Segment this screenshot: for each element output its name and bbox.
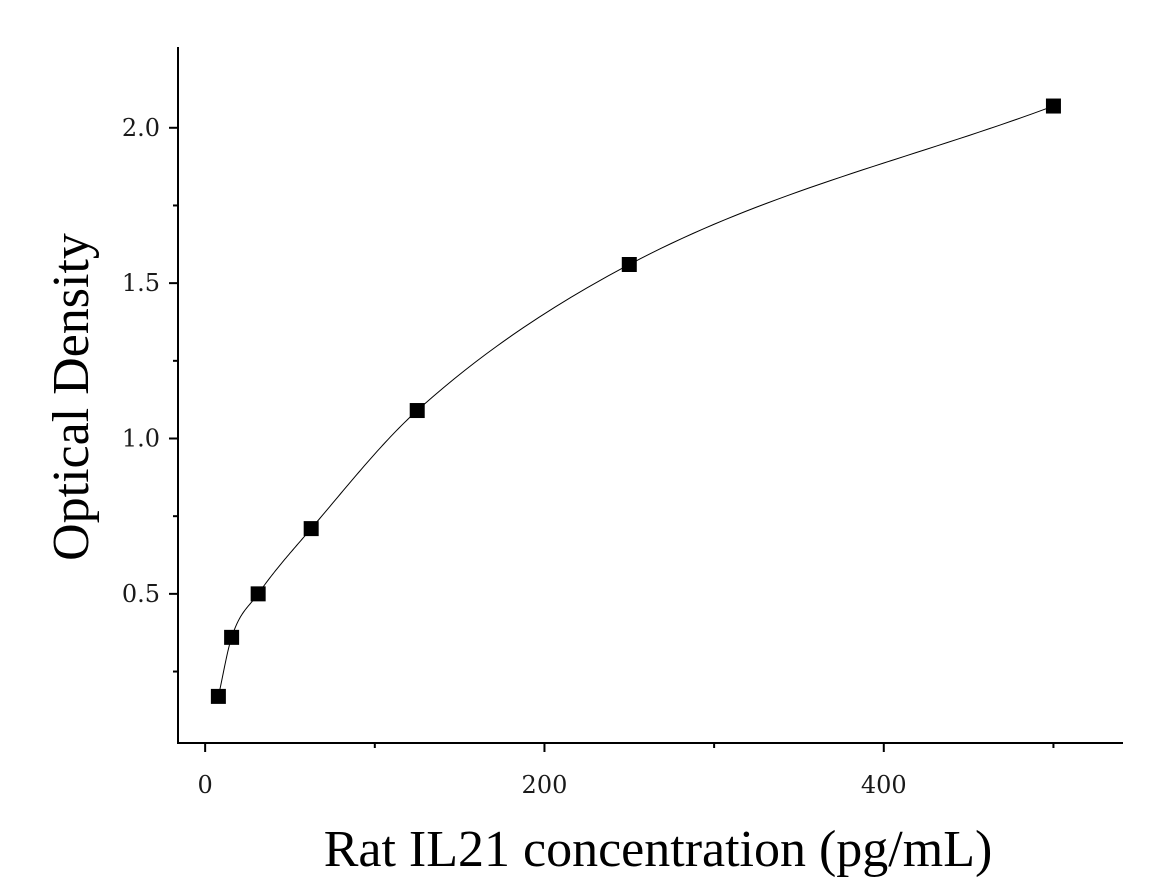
- y-tick-label: 2.0: [122, 114, 160, 142]
- data-point: [224, 629, 240, 645]
- data-points: [210, 98, 1061, 704]
- axes: [177, 47, 1123, 744]
- y-tick-label: 1.5: [122, 269, 160, 297]
- x-axis-title: Rat IL21 concentration (pg/mL): [324, 821, 993, 878]
- data-point: [621, 257, 637, 272]
- data-point: [250, 586, 266, 602]
- x-tick-label: 200: [522, 771, 568, 799]
- x-tick-label: 400: [861, 771, 907, 799]
- y-axis-title: Optical Density: [43, 233, 100, 561]
- data-point: [210, 688, 226, 704]
- fit-curve: [217, 105, 1054, 697]
- x-tick-label: 0: [198, 771, 213, 799]
- y-tick-label: 1.0: [122, 425, 160, 453]
- y-ticks: 0.5 1.0 1.5 2.0: [122, 114, 178, 673]
- data-point: [303, 521, 319, 537]
- x-ticks: 0 200 400: [198, 743, 1055, 799]
- y-tick-label: 0.5: [122, 580, 160, 608]
- data-point: [409, 403, 425, 419]
- data-point: [1045, 98, 1061, 114]
